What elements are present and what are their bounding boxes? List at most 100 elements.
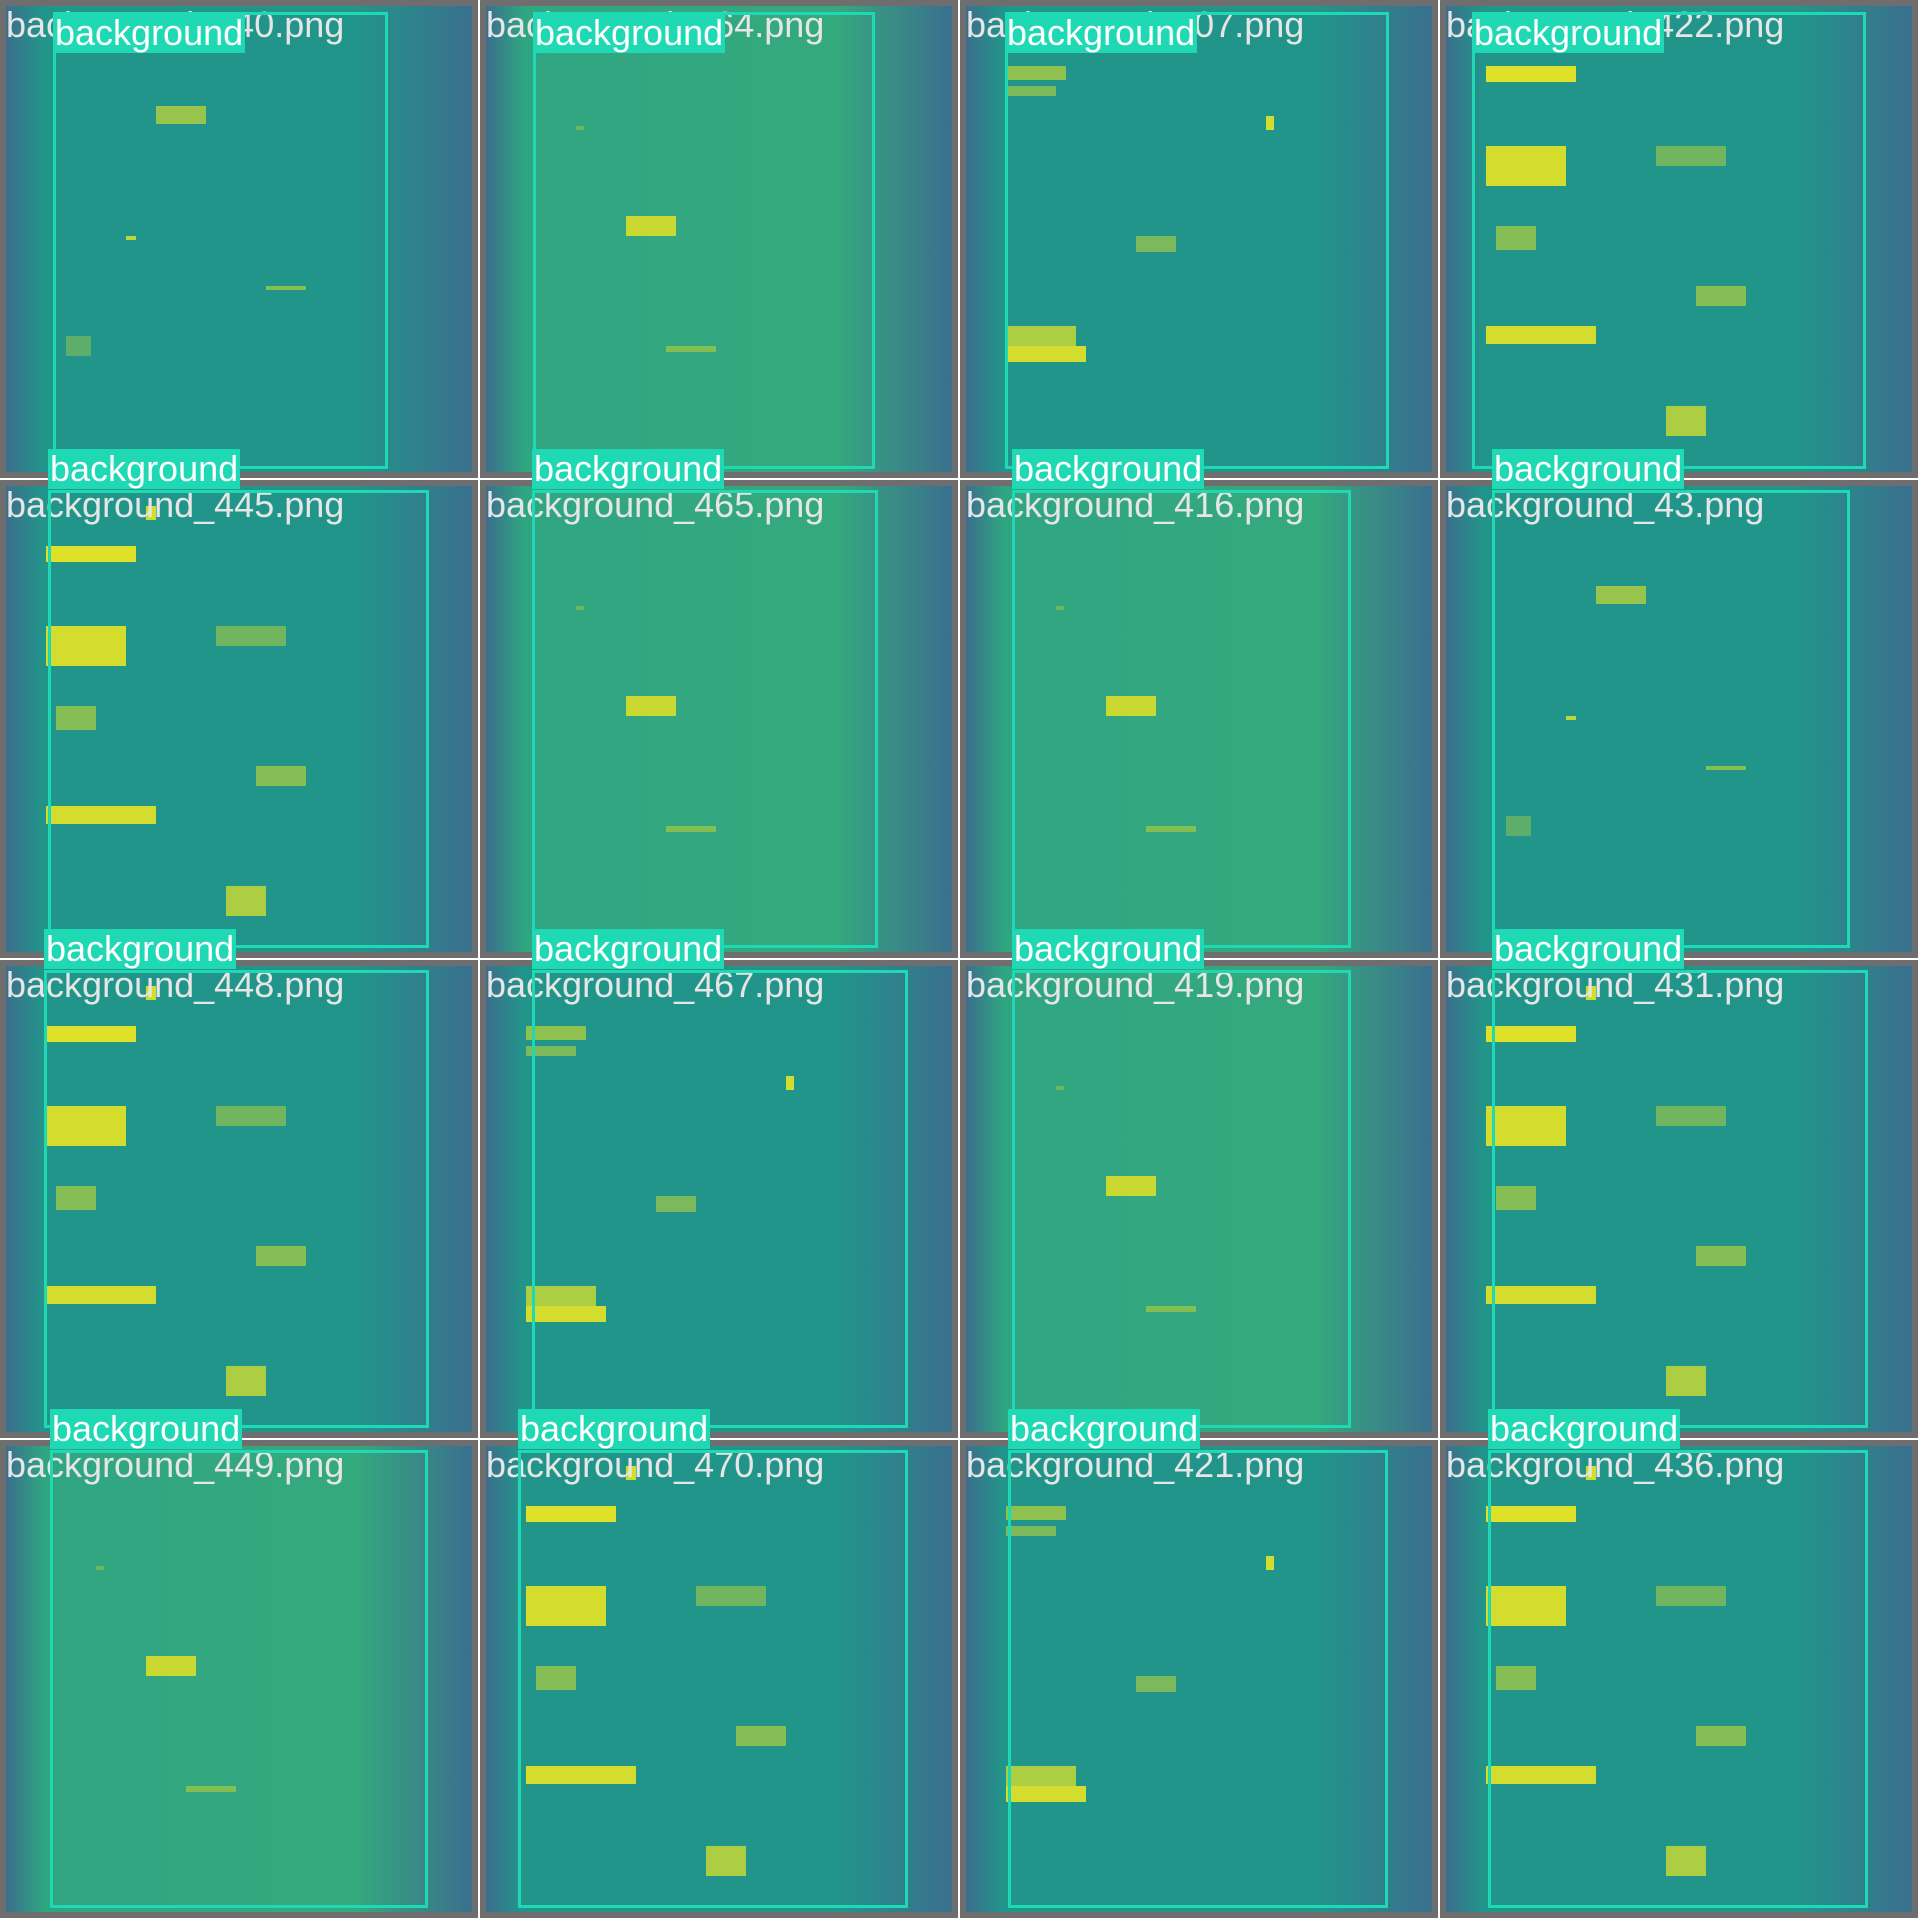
signal-streak [56, 1186, 96, 1210]
signal-streak [1136, 236, 1176, 252]
filename-label: background_445.png [6, 484, 345, 525]
signal-streak [1666, 406, 1706, 436]
signal-streak [1006, 66, 1066, 80]
spectrogram-image [486, 6, 952, 472]
tile: background_407.png [960, 0, 1438, 478]
signal-streak [1056, 1086, 1064, 1090]
spectrogram-image [1446, 6, 1912, 472]
spectrogram-graphic [6, 1446, 472, 1912]
signal-streak [256, 1246, 306, 1266]
signal-streak [146, 506, 156, 520]
signal-streak [626, 696, 676, 716]
spectrogram-background [6, 6, 472, 472]
tile: background_43.png [1440, 480, 1918, 958]
spectrogram-graphic [486, 486, 952, 952]
signal-streak [46, 1106, 126, 1146]
signal-streak [1566, 716, 1576, 720]
signal-streak [186, 1786, 236, 1792]
spectrogram-graphic [1446, 6, 1912, 472]
filename-label: background_43.png [1446, 484, 1765, 525]
tile: background_464.png [480, 0, 958, 478]
spectrogram-graphic [966, 6, 1432, 472]
spectrogram-background [966, 6, 1432, 472]
signal-streak [1106, 1176, 1156, 1196]
spectrogram-image [966, 1446, 1432, 1912]
signal-streak [46, 546, 136, 562]
signal-streak [1656, 146, 1726, 166]
filename-label: background_470.png [486, 1444, 825, 1485]
signal-streak [526, 1306, 606, 1322]
signal-streak [46, 1026, 136, 1042]
signal-streak [156, 106, 206, 124]
spectrogram-graphic [486, 1446, 952, 1912]
signal-streak [1496, 1186, 1536, 1210]
spectrogram-graphic [486, 6, 952, 472]
spectrogram-image [486, 966, 952, 1432]
signal-streak [526, 1046, 576, 1056]
signal-streak [666, 826, 716, 832]
signal-streak [536, 1666, 576, 1690]
spectrogram-graphic [1446, 966, 1912, 1432]
spectrogram-image [486, 486, 952, 952]
spectrogram-image [6, 1446, 472, 1912]
signal-streak [266, 286, 306, 290]
spectrogram-image [966, 966, 1432, 1432]
signal-streak [706, 1846, 746, 1876]
spectrogram-graphic [486, 966, 952, 1432]
filename-label: background_440.png [6, 4, 345, 45]
signal-streak [1006, 86, 1056, 96]
tile: background_470.png [480, 1440, 958, 1918]
signal-streak [1486, 146, 1566, 186]
signal-streak [1506, 816, 1531, 836]
signal-streak [666, 346, 716, 352]
signal-streak [1486, 1286, 1596, 1304]
signal-streak [46, 626, 126, 666]
signal-streak [56, 706, 96, 730]
tile: background_422.png [1440, 0, 1918, 478]
tile: background_419.png [960, 960, 1438, 1438]
signal-streak [1486, 1026, 1576, 1042]
signal-streak [1006, 326, 1076, 346]
signal-streak [696, 1586, 766, 1606]
signal-streak [526, 1506, 616, 1522]
spectrogram-image [1446, 486, 1912, 952]
signal-streak [46, 806, 156, 824]
filename-label: background_407.png [966, 4, 1305, 45]
signal-streak [626, 1466, 636, 1480]
signal-streak [226, 1366, 266, 1396]
signal-streak [256, 766, 306, 786]
signal-streak [1586, 986, 1596, 1000]
signal-streak [1696, 1726, 1746, 1746]
spectrogram-image [6, 486, 472, 952]
signal-streak [146, 986, 156, 1000]
signal-streak [576, 606, 584, 610]
signal-streak [1666, 1846, 1706, 1876]
signal-streak [1596, 586, 1646, 604]
signal-streak [46, 1286, 156, 1304]
spectrogram-graphic [1446, 486, 1912, 952]
spectrogram-graphic [6, 486, 472, 952]
signal-streak [1486, 1766, 1596, 1784]
signal-streak [126, 236, 136, 240]
filename-label: background_431.png [1446, 964, 1785, 1005]
signal-streak [1656, 1586, 1726, 1606]
signal-streak [626, 216, 676, 236]
signal-streak [1266, 1556, 1274, 1570]
spectrogram-image [1446, 966, 1912, 1432]
signal-streak [1146, 826, 1196, 832]
signal-streak [216, 626, 286, 646]
spectrogram-background [486, 6, 952, 472]
signal-streak [226, 886, 266, 916]
spectrogram-graphic [6, 966, 472, 1432]
signal-streak [1696, 286, 1746, 306]
spectrogram-background [1446, 486, 1912, 952]
filename-label: background_416.png [966, 484, 1305, 525]
signal-streak [1586, 1466, 1596, 1480]
spectrogram-image [1446, 1446, 1912, 1912]
signal-streak [1266, 116, 1274, 130]
signal-streak [1006, 1526, 1056, 1536]
signal-streak [526, 1766, 636, 1784]
signal-streak [1106, 696, 1156, 716]
signal-streak [66, 336, 91, 356]
